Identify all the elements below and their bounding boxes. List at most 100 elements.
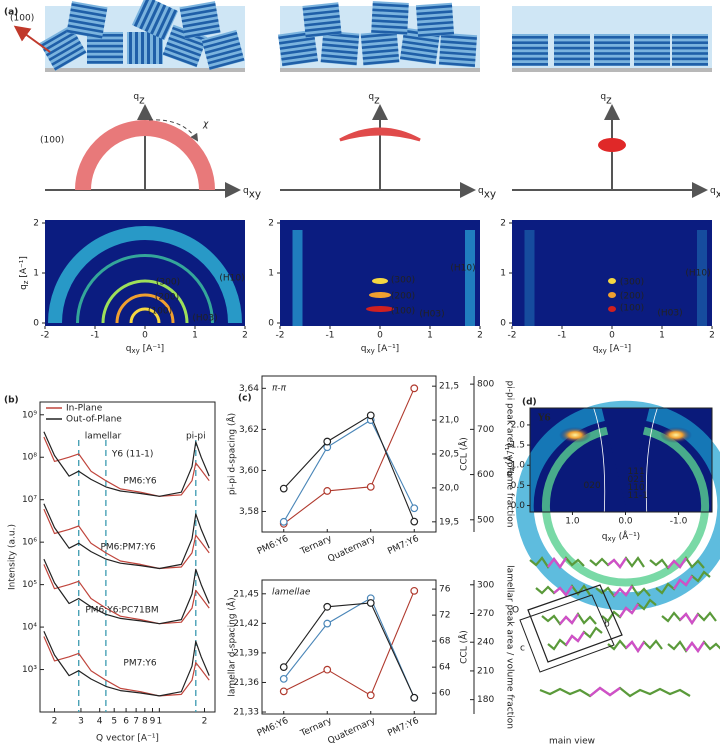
- stripe: [439, 50, 476, 57]
- label-part: z: [139, 95, 145, 107]
- stripe: [87, 61, 123, 64]
- stripe: [672, 46, 708, 50]
- y3-axis-title: lamellar peak area / volume fraction: [505, 565, 515, 729]
- series-line: [283, 414, 415, 522]
- panel-label: (a): [4, 8, 18, 18]
- stripe: [554, 57, 590, 61]
- spectrum-line: [43, 503, 210, 570]
- stripe: [168, 36, 204, 52]
- y-tick-label: 10⁶: [22, 538, 37, 548]
- label-part: xy: [599, 347, 607, 355]
- crystal-axis-label: b: [604, 620, 610, 630]
- chart-title: π-π: [272, 384, 287, 394]
- stripe: [159, 32, 162, 64]
- label-part: xy: [132, 347, 140, 355]
- label-part: xy: [367, 347, 375, 355]
- stripe: [672, 36, 708, 39]
- chart-title: Y6: [537, 414, 551, 424]
- peak-label: (300): [156, 278, 180, 288]
- crystallite: [415, 2, 455, 38]
- stripe: [204, 42, 241, 55]
- panel-label: (d): [522, 398, 537, 408]
- annotation: pi-pi: [186, 432, 206, 442]
- x-tick-label: -1: [326, 331, 335, 341]
- halo: [697, 230, 707, 326]
- substrate: [45, 68, 245, 72]
- stripe: [360, 32, 397, 39]
- crystallite: [87, 32, 123, 64]
- peak-label: (200): [155, 293, 179, 303]
- y-tick-label: 2: [500, 219, 506, 229]
- series-line: [283, 590, 415, 697]
- stripe: [141, 32, 144, 64]
- panel-label: (c): [238, 394, 252, 404]
- stripe: [129, 32, 132, 64]
- y3-tick-label: 300: [477, 580, 494, 590]
- crystallite: [179, 1, 221, 39]
- peak-label: (100): [620, 304, 644, 314]
- qxy-label: qxy: [478, 186, 496, 201]
- view-label: main view: [549, 737, 595, 747]
- stripe: [672, 57, 708, 61]
- spectrum-line: [43, 558, 210, 625]
- peak: [608, 306, 616, 312]
- label-part: xy: [716, 189, 720, 201]
- label-part: z: [374, 95, 380, 107]
- peak-label: (H03): [419, 310, 444, 320]
- y3-axis-title: pi-pi peak area / volume fraction: [505, 381, 515, 528]
- molecule-core: [685, 641, 705, 654]
- crystal-axis-label: c: [520, 644, 525, 654]
- y2-tick-label: 20,0: [439, 483, 459, 493]
- stripe: [45, 36, 79, 57]
- stripe: [279, 42, 316, 50]
- x-tick-label: Quaternary: [326, 716, 377, 747]
- crystallite: [399, 27, 441, 65]
- peak-label: (300): [620, 278, 644, 288]
- label-part: q: [505, 471, 515, 477]
- stripe: [201, 31, 238, 44]
- molecule-core: [619, 603, 639, 618]
- sample-label: PM7:Y6: [123, 659, 156, 669]
- ring: [75, 120, 215, 191]
- label-part: q: [602, 532, 608, 542]
- stripe: [302, 4, 339, 11]
- label-part: (Å⁻¹): [616, 530, 640, 542]
- stripe: [672, 52, 708, 55]
- data-point: [323, 619, 332, 628]
- stripe: [70, 8, 107, 18]
- stripe: [672, 63, 708, 66]
- x-tick-label: 3: [78, 717, 84, 727]
- x-axis-title: qxy [A⁻¹]: [593, 344, 631, 356]
- stripe: [372, 13, 409, 19]
- stripe: [281, 53, 318, 61]
- stripe: [362, 48, 399, 55]
- label-part: q: [600, 92, 606, 102]
- legend-label: In-Plane: [66, 404, 103, 414]
- stripe: [147, 32, 150, 64]
- data-point: [323, 665, 332, 674]
- stripe: [203, 37, 239, 49]
- unit-cell: [527, 584, 623, 663]
- data-point: [279, 484, 288, 493]
- series-line: [283, 388, 415, 525]
- x-tick-label: 1: [192, 331, 198, 341]
- stripe: [512, 57, 548, 61]
- x-tick-label: 0: [377, 331, 383, 341]
- stripe: [362, 54, 399, 60]
- stripe: [634, 52, 670, 55]
- label-part: z: [508, 467, 516, 471]
- sample-label: PM6:PM7:Y6: [100, 543, 155, 553]
- y-tick-label: 10⁵: [22, 580, 37, 590]
- stripe: [184, 29, 221, 39]
- stripe: [440, 45, 477, 51]
- x-tick-label: 1: [156, 717, 162, 727]
- qxy-label: qxy: [710, 186, 720, 201]
- stripe: [87, 34, 123, 37]
- stripe: [439, 56, 476, 62]
- stripe: [322, 43, 359, 49]
- qz-label: qz: [133, 92, 145, 107]
- stripe: [372, 3, 409, 8]
- y-tick-label: 21,45: [233, 589, 259, 599]
- stripe: [322, 37, 359, 44]
